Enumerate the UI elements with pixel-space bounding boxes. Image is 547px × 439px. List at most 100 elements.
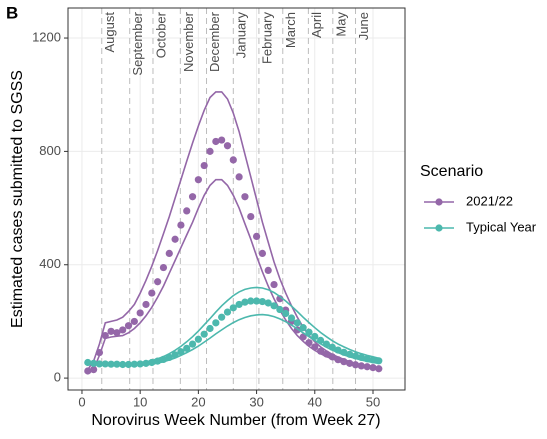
point	[351, 361, 360, 369]
point	[346, 359, 354, 367]
y-tick-label: 800	[39, 143, 61, 158]
point	[154, 357, 162, 365]
bound-line	[87, 91, 379, 371]
point	[90, 365, 98, 374]
point	[317, 347, 325, 355]
point	[247, 212, 255, 221]
point	[136, 309, 144, 317]
point	[270, 280, 278, 289]
point	[194, 176, 202, 184]
point	[247, 297, 255, 305]
point	[357, 362, 365, 370]
point	[223, 142, 232, 150]
point	[322, 340, 331, 348]
point	[200, 330, 208, 338]
point	[113, 329, 121, 337]
point	[252, 297, 261, 305]
point	[264, 299, 272, 307]
point	[130, 360, 138, 368]
point	[165, 249, 173, 258]
month-label: June	[356, 12, 371, 40]
point	[84, 358, 92, 367]
y-tick-label: 400	[39, 256, 61, 271]
point	[276, 305, 284, 314]
point	[299, 333, 307, 341]
x-axis-label: Norovirus Week Number (from Week 27)	[91, 412, 380, 429]
x-tick-label: 10	[133, 394, 147, 409]
point	[212, 319, 220, 327]
point	[229, 304, 237, 312]
point	[311, 332, 319, 341]
point	[351, 352, 360, 360]
point	[194, 335, 202, 343]
point	[375, 357, 383, 365]
point	[305, 339, 313, 347]
x-tick-label: 20	[191, 394, 205, 409]
legend-label: Typical Year	[466, 219, 537, 234]
x-tick-label: 40	[308, 394, 322, 409]
point	[363, 363, 371, 371]
x-tick-label: 0	[78, 394, 85, 409]
point	[270, 302, 278, 310]
point	[282, 309, 290, 318]
point	[229, 156, 237, 164]
point	[177, 221, 185, 229]
point	[241, 193, 249, 201]
month-label: September	[130, 11, 145, 75]
point	[171, 351, 179, 359]
point	[287, 314, 296, 322]
point	[340, 358, 348, 366]
point	[107, 327, 115, 335]
point	[165, 353, 173, 362]
point	[130, 317, 138, 326]
month-label: February	[259, 12, 274, 65]
point	[159, 263, 168, 272]
point	[142, 300, 150, 309]
point	[311, 343, 319, 351]
panel-border	[67, 7, 406, 391]
point	[305, 328, 313, 336]
point	[317, 336, 325, 345]
point	[119, 360, 127, 369]
month-label: August	[102, 12, 117, 53]
point	[212, 137, 220, 146]
y-axis-label: Estimated cases submitted to SGSS	[9, 70, 26, 328]
point	[334, 356, 342, 364]
panel-label: B	[6, 3, 18, 22]
point	[258, 249, 267, 258]
month-label: December	[207, 11, 222, 72]
point	[223, 308, 232, 316]
point	[154, 278, 162, 286]
legend-title: Scenario	[420, 163, 483, 180]
legend-key-point	[435, 224, 443, 232]
point	[107, 360, 115, 368]
point	[101, 360, 109, 368]
point	[241, 298, 249, 306]
legend-key-point	[435, 198, 443, 206]
point	[171, 235, 179, 243]
point	[375, 365, 383, 373]
point	[334, 346, 342, 354]
point	[258, 297, 267, 306]
month-label: January	[234, 12, 249, 59]
point	[148, 289, 156, 297]
month-label: March	[283, 12, 298, 48]
month-label: April	[309, 12, 324, 38]
point	[101, 331, 109, 340]
point	[218, 136, 226, 144]
point	[346, 350, 354, 358]
point	[113, 360, 121, 368]
point	[293, 319, 301, 327]
month-label: May	[333, 12, 348, 37]
point	[235, 300, 243, 309]
point	[340, 348, 348, 356]
x-tick-label: 50	[366, 394, 380, 409]
point	[177, 348, 185, 356]
point	[188, 193, 197, 201]
point	[159, 355, 168, 363]
point	[183, 207, 191, 215]
point	[119, 326, 127, 334]
point	[206, 324, 214, 333]
